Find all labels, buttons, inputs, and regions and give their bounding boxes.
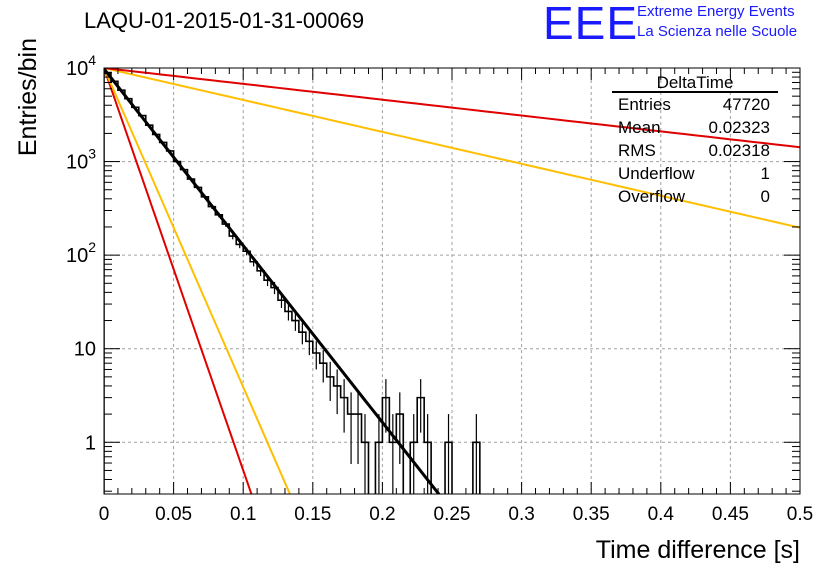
logo-subtitle-2: La Scienza nelle Scuole <box>637 23 798 40</box>
x-tick-label: 0.5 <box>787 504 813 525</box>
stats-row-value: 1 <box>761 164 770 183</box>
x-tick-label: 0.25 <box>434 504 471 525</box>
stats-row-label: Underflow <box>618 164 695 183</box>
eee-logo: EEE <box>543 0 639 49</box>
x-tick-label: 0.1 <box>230 504 256 525</box>
x-tick-label: 0 <box>99 504 110 525</box>
reference-curve-orange-steep <box>104 68 291 494</box>
x-tick-label: 0.35 <box>573 504 610 525</box>
axes: 0 0.05 0.1 0.15 0.2 0.25 0.3 0.35 0.4 0.45 0.5 104 1… <box>66 52 813 525</box>
x-tick-label: 0.15 <box>294 504 331 525</box>
stats-row-value: 47720 <box>723 95 770 114</box>
stats-row-label: Overflow <box>618 187 686 206</box>
reference-curve-red-shallow <box>104 68 800 149</box>
run-title: LAQU-01-2015-01-31-00069 <box>84 8 365 33</box>
x-tick-label: 0.3 <box>508 504 534 525</box>
x-axis-title: Time difference [s] <box>596 536 800 564</box>
stats-row-value: 0.02323 <box>709 118 770 137</box>
stats-row-value: 0.02318 <box>709 141 770 160</box>
fit-curve <box>104 68 441 494</box>
histogram <box>104 72 481 494</box>
stats-box: DeltaTime Entries 47720 Mean 0.02323 RMS 0.023… <box>612 73 778 206</box>
x-tick-label: 0.05 <box>155 504 192 525</box>
y-tick-label: 104 <box>66 52 96 80</box>
y-tick-label: 1 <box>85 432 96 454</box>
stats-row-label: Entries <box>618 95 671 114</box>
reference-curves <box>104 68 800 494</box>
logo-subtitle-1: Extreme Energy Events <box>637 3 795 20</box>
y-tick-label: 102 <box>66 239 96 267</box>
x-tick-label: 0.4 <box>648 504 675 525</box>
stats-box-title: DeltaTime <box>657 73 734 92</box>
reference-curve-red-steep <box>104 68 253 494</box>
reference-curve-orange-shallow <box>104 68 800 229</box>
y-tick-label: 10 <box>74 339 96 361</box>
stats-row-label: Mean <box>618 118 661 137</box>
grid <box>104 67 801 494</box>
axis-labels: Time difference [s] Entries/bin <box>14 38 800 564</box>
y-axis-title: Entries/bin <box>14 38 42 156</box>
x-tick-label: 0.2 <box>369 504 395 525</box>
stats-row-label: RMS <box>618 141 656 160</box>
stats-row-value: 0 <box>761 187 770 206</box>
x-tick-label: 0.45 <box>712 504 749 525</box>
fit-line <box>104 68 441 494</box>
y-tick-label: 103 <box>66 146 96 174</box>
histogram-outline <box>104 72 481 494</box>
